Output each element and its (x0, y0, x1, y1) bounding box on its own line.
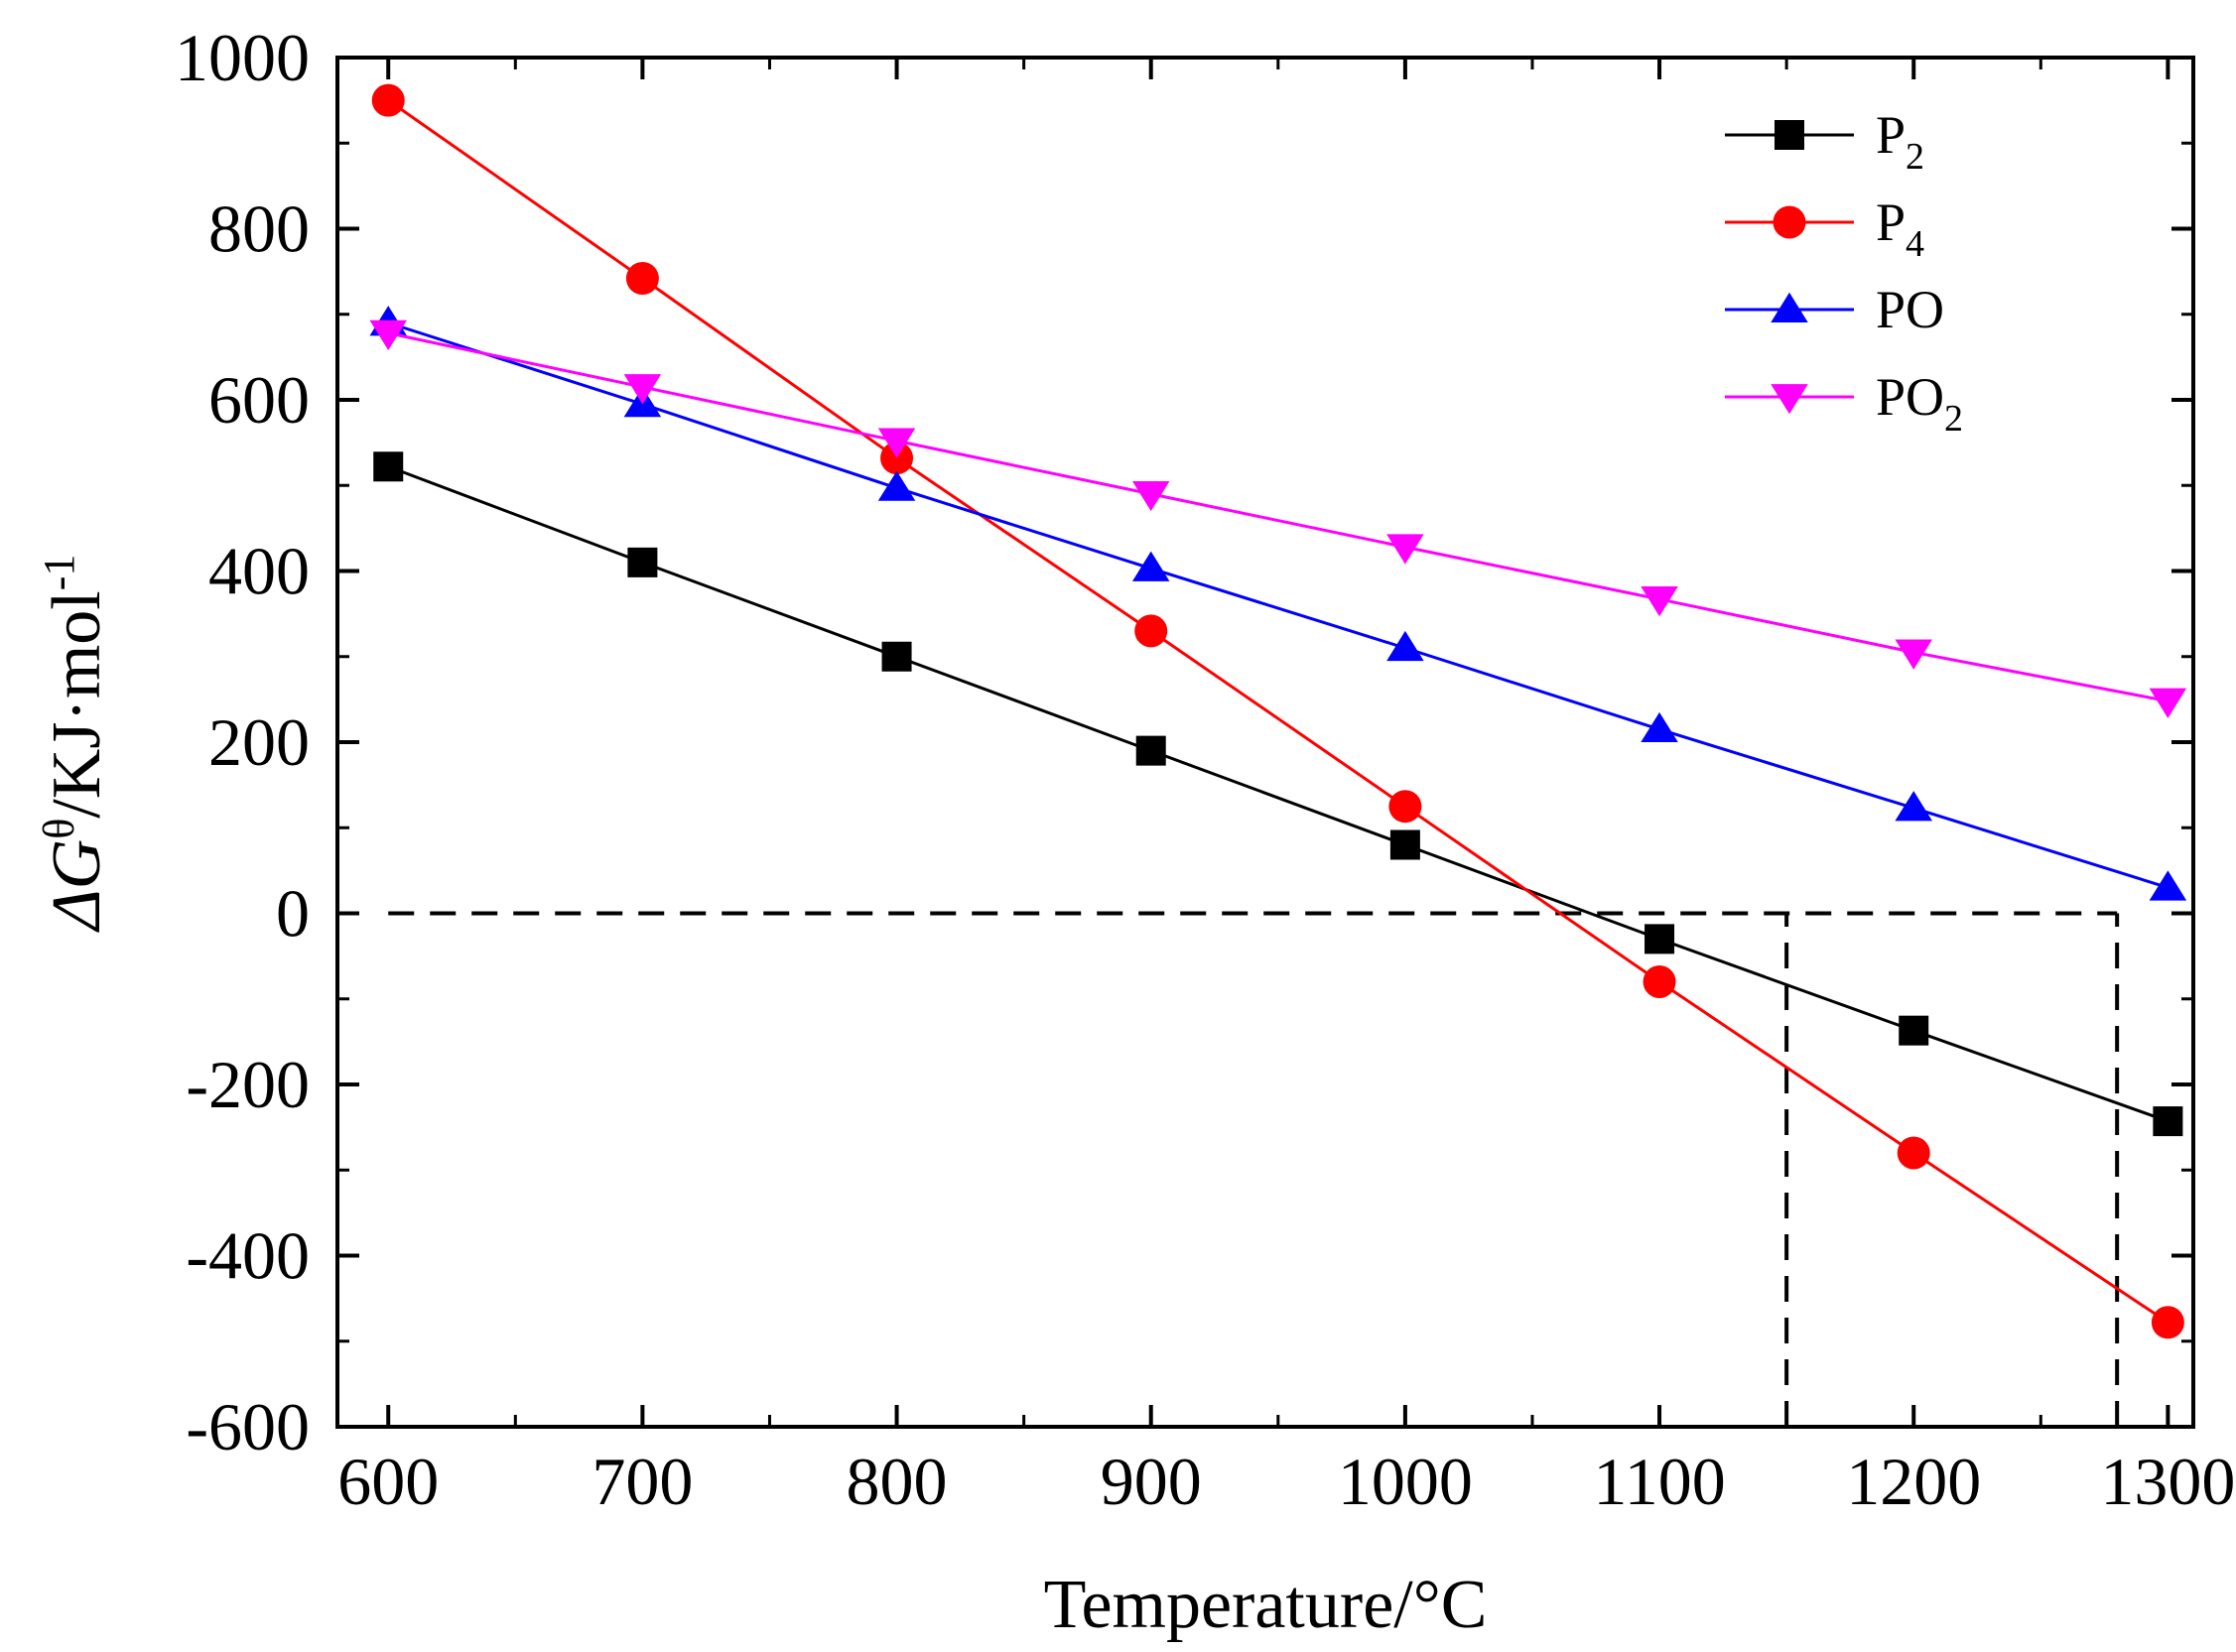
data-point-PO2 (369, 319, 407, 350)
data-point-PO2 (1386, 534, 1424, 565)
data-point-P2 (881, 641, 912, 672)
data-point-P2 (1135, 735, 1166, 766)
series-line-PO (387, 320, 2169, 890)
data-point-P4 (371, 83, 405, 117)
legend-label-PO: PO (1876, 280, 1944, 339)
legend-label-main: P (1876, 105, 1906, 165)
x-tick-label: 1300 (2100, 1444, 2235, 1519)
y-tick-label: -200 (186, 1047, 310, 1122)
x-axis-title: Temperature/°C (1044, 1567, 1488, 1643)
data-point-PO (1386, 630, 1424, 662)
data-point-P2 (2153, 1106, 2183, 1137)
legend-marker-P2 (1775, 120, 1804, 150)
x-tick-label: 800 (847, 1444, 948, 1519)
y-axis-title: ΔGθ/KJ·mol-1 (35, 555, 115, 934)
series-P4 (371, 83, 2184, 1339)
x-tick-label: 600 (337, 1444, 439, 1519)
reference-lines (388, 911, 2120, 1427)
y-tick-label: 1000 (175, 20, 310, 95)
data-point-PO (2149, 870, 2187, 901)
y-axis-title-unit-superscript: -1 (35, 555, 83, 591)
legend-marker-PO (1771, 292, 1808, 322)
x-tick-label: 1100 (1593, 1444, 1725, 1519)
legend-label-main: P (1876, 192, 1906, 252)
legend-label-main: PO (1876, 280, 1944, 339)
y-tick-label: 200 (208, 704, 310, 780)
data-point-P4 (1134, 614, 1168, 648)
legend-label-PO2: PO2 (1876, 367, 1963, 440)
data-point-P2 (1899, 1015, 1929, 1046)
data-point-P2 (373, 451, 404, 482)
data-point-PO (1641, 711, 1678, 742)
series-PO (369, 306, 2187, 901)
legend-label-P2: P2 (1876, 105, 1924, 178)
x-tick-label: 900 (1101, 1444, 1202, 1519)
y-tick-label: 400 (208, 534, 310, 609)
data-point-PO2 (623, 374, 662, 405)
y-tick-label: 600 (208, 362, 310, 438)
data-point-P4 (2151, 1306, 2184, 1339)
x-axis-ticks: 600 700 800 900 1000 1100 1200 1300 (337, 58, 2235, 1519)
data-point-PO (1131, 551, 1170, 581)
y-tick-label: 0 (276, 876, 310, 952)
data-point-PO (877, 470, 916, 501)
data-point-PO (1895, 791, 1932, 822)
y-axis-ticks: -600 -400 -200 0 200 400 600 800 1000 (175, 20, 2193, 1464)
y-tick-label: -400 (186, 1218, 310, 1294)
legend-label-subscript: 2 (1906, 136, 1924, 178)
legend-label-subscript: 2 (1944, 398, 1963, 440)
data-point-P4 (1388, 790, 1422, 824)
legend-label-main: PO (1876, 367, 1944, 427)
legend-marker-PO2 (1771, 384, 1808, 415)
y-tick-label: 800 (208, 191, 310, 267)
data-point-P2 (1389, 829, 1420, 860)
legend-label-P4: P4 (1876, 192, 1924, 265)
x-tick-label: 1000 (1338, 1444, 1473, 1519)
data-point-P2 (1644, 924, 1675, 954)
data-point-PO2 (877, 428, 916, 458)
data-point-P4 (625, 262, 659, 296)
legend-label-subscript: 4 (1906, 223, 1924, 265)
data-point-PO2 (1131, 480, 1170, 512)
data-point-PO2 (1641, 586, 1678, 617)
y-axis-title-prefix: ΔG (39, 839, 115, 934)
series-line-P4 (387, 98, 2170, 1325)
series-PO2 (369, 319, 2187, 718)
y-axis-title-superscript: θ (35, 819, 83, 839)
series-layer (369, 83, 2187, 1339)
series-P2 (373, 451, 2183, 1137)
data-point-PO2 (2149, 688, 2187, 718)
series-line-PO2 (387, 331, 2169, 703)
y-tick-label: -600 (186, 1389, 310, 1464)
x-tick-label: 1200 (1846, 1444, 1981, 1519)
data-point-PO2 (1895, 639, 1932, 670)
data-point-P4 (1897, 1136, 1930, 1170)
x-tick-label: 700 (592, 1444, 693, 1519)
y-axis-title-unit: /KJ·mol (39, 590, 115, 818)
data-point-P4 (1643, 965, 1676, 998)
data-point-P2 (627, 547, 658, 577)
series-line-P2 (387, 464, 2169, 1123)
legend-marker-P4 (1773, 205, 1806, 239)
